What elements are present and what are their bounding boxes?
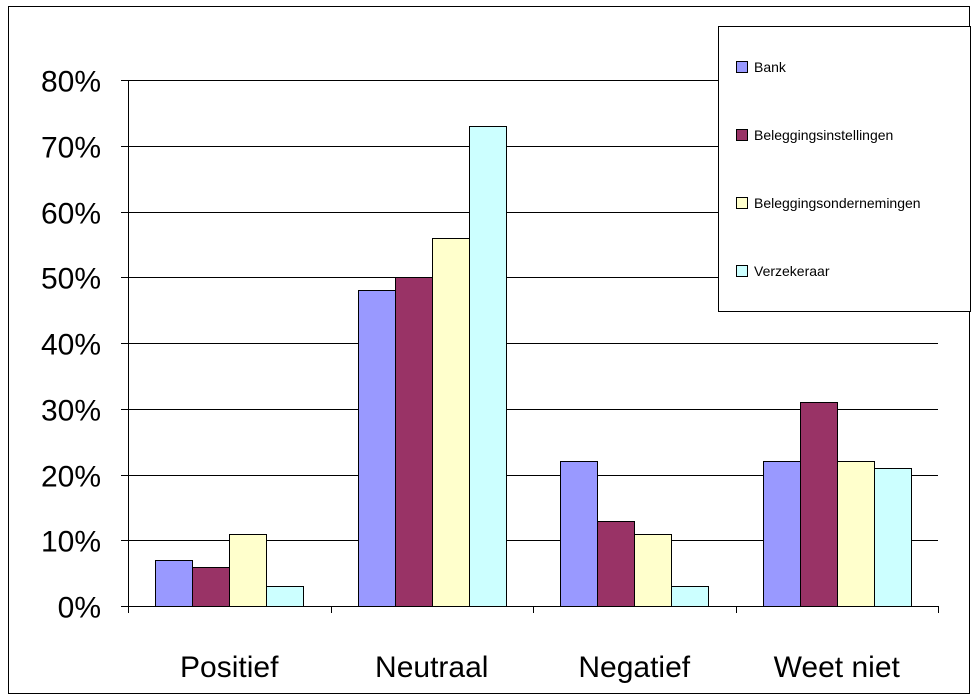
legend-label: Beleggingsondernemingen xyxy=(754,195,921,211)
legend-label: Bank xyxy=(754,59,787,75)
bar-verzekeraar-neutraal xyxy=(469,126,507,607)
bar-beleggingsinstellingen-negatief xyxy=(597,521,635,607)
legend-swatch xyxy=(736,129,748,141)
y-tick-label: 50% xyxy=(41,263,101,296)
bar-beleggingsinstellingen-neutraal xyxy=(395,277,433,607)
bar-beleggingsondernemingen-neutraal xyxy=(432,238,470,607)
legend-swatch xyxy=(736,197,748,209)
y-tick-label: 20% xyxy=(41,461,101,494)
y-tick-label: 40% xyxy=(41,329,101,362)
x-category-label: Positief xyxy=(180,651,279,684)
bar-verzekeraar-negatief xyxy=(671,586,709,607)
legend-label: Beleggingsinstellingen xyxy=(754,127,893,143)
bar-bank-positief xyxy=(155,560,193,607)
bar-bank-negatief xyxy=(560,461,598,607)
bar-verzekeraar-positief xyxy=(266,586,304,607)
legend-box xyxy=(718,26,971,312)
y-tick-label: 10% xyxy=(41,526,101,559)
bar-beleggingsondernemingen-positief xyxy=(229,534,267,607)
x-category-label: Weet niet xyxy=(774,651,901,684)
bar-bank-weet-niet xyxy=(763,461,801,607)
y-tick-label: 80% xyxy=(41,66,101,99)
bar-verzekeraar-weet-niet xyxy=(874,468,912,607)
bar-beleggingsondernemingen-negatief xyxy=(634,534,672,607)
y-tick-label: 30% xyxy=(41,395,101,428)
y-tick-label: 70% xyxy=(41,132,101,165)
bar-beleggingsinstellingen-weet-niet xyxy=(800,402,838,607)
y-tick-label: 60% xyxy=(41,198,101,231)
x-category-label: Negatief xyxy=(578,651,690,684)
y-tick-label: 0% xyxy=(58,592,101,625)
bar-beleggingsinstellingen-positief xyxy=(192,567,230,607)
bar-bank-neutraal xyxy=(358,290,396,607)
bar-beleggingsondernemingen-weet-niet xyxy=(837,461,875,607)
x-category-label: Neutraal xyxy=(375,651,488,684)
legend-swatch xyxy=(736,265,748,277)
legend-label: Verzekeraar xyxy=(754,263,830,279)
legend-swatch xyxy=(736,61,748,73)
